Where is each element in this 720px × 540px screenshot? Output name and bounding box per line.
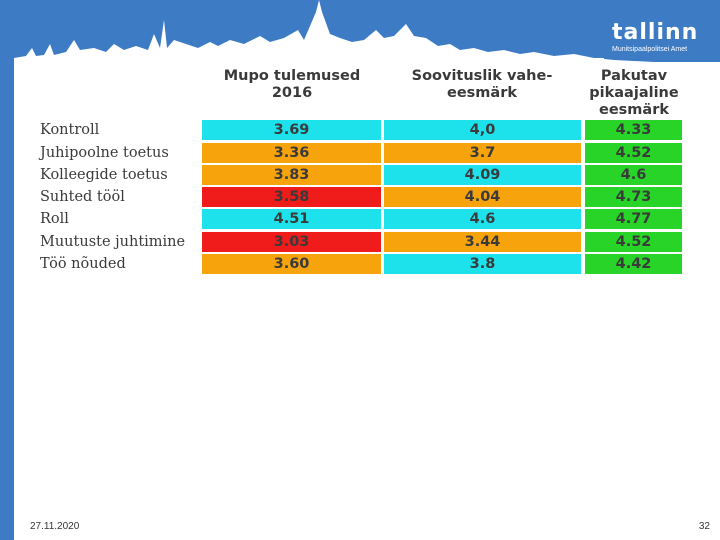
cell-suhted-tool-vahe: 4.04 <box>384 187 581 207</box>
slide-date: 27.11.2020 <box>30 521 80 532</box>
column-header-pikaajaline-eesmark: Pakutav pikaajaline eesmärk <box>589 68 679 118</box>
cell-kolleegide-toetus-pikaajaline: 4.6 <box>585 165 682 185</box>
cell-kontroll-pikaajaline: 4.33 <box>585 120 682 140</box>
cell-suhted-tool-2016: 3.58 <box>202 187 381 207</box>
cell-kolleegide-toetus-2016: 3.83 <box>202 165 381 185</box>
cell-too-nouded-vahe: 3.8 <box>384 254 581 274</box>
row-label-juhipoolne-toetus: Juhipoolne toetus <box>40 145 169 161</box>
column-header-vahe-eesmark: Soovituslik vahe-eesmärk <box>411 68 553 101</box>
cell-kolleegide-toetus-vahe: 4.09 <box>384 165 581 185</box>
cell-too-nouded-2016: 3.60 <box>202 254 381 274</box>
cell-kontroll-vahe: 4,0 <box>384 120 581 140</box>
slide: tallinn Munitsipaalpolitsei Amet Mupo tu… <box>14 0 720 540</box>
cell-juhipoolne-toetus-vahe: 3.7 <box>384 143 581 163</box>
tallinn-skyline-banner <box>14 0 720 66</box>
cell-juhipoolne-toetus-pikaajaline: 4.52 <box>585 143 682 163</box>
cell-roll-2016: 4.51 <box>202 209 381 229</box>
cell-suhted-tool-pikaajaline: 4.73 <box>585 187 682 207</box>
row-label-kolleegide-toetus: Kolleegide toetus <box>40 167 168 183</box>
cell-juhipoolne-toetus-2016: 3.36 <box>202 143 381 163</box>
row-label-too-nouded: Töö nõuded <box>40 256 126 272</box>
page-number: 32 <box>698 521 710 532</box>
column-header-mupo-2016: Mupo tulemused 2016 <box>223 68 361 101</box>
cell-roll-vahe: 4.6 <box>384 209 581 229</box>
row-label-kontroll: Kontroll <box>40 122 100 138</box>
cell-roll-pikaajaline: 4.77 <box>585 209 682 229</box>
cell-too-nouded-pikaajaline: 4.42 <box>585 254 682 274</box>
row-label-muutuste-juhtimine: Muutuste juhtimine <box>40 234 186 250</box>
cell-muutuste-juhtimine-2016: 3.03 <box>202 232 381 252</box>
row-label-suhted-tool: Suhted tööl <box>40 189 125 205</box>
row-label-roll: Roll <box>40 211 69 227</box>
cell-muutuste-juhtimine-vahe: 3.44 <box>384 232 581 252</box>
tallinn-logo: tallinn <box>612 20 699 45</box>
logo-subtitle: Munitsipaalpolitsei Amet <box>612 46 688 53</box>
cell-kontroll-2016: 3.69 <box>202 120 381 140</box>
cell-muutuste-juhtimine-pikaajaline: 4.52 <box>585 232 682 252</box>
